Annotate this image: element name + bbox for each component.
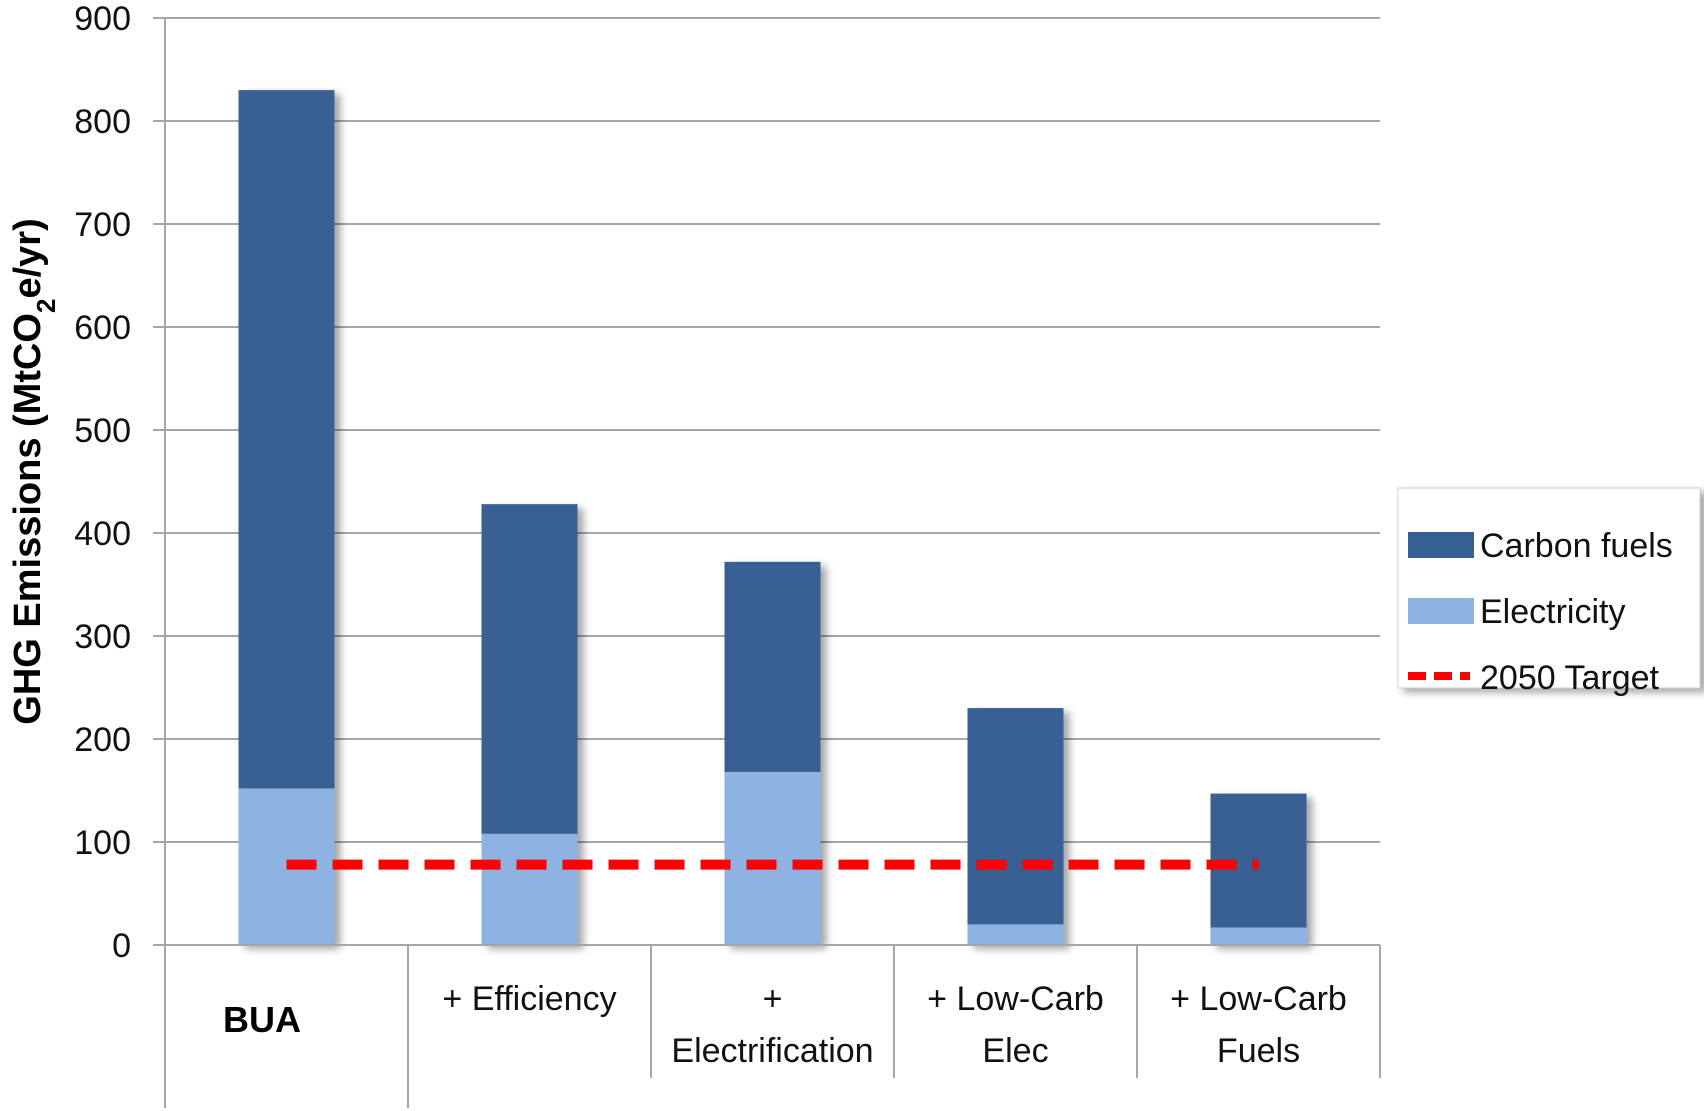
y-axis-title: GHG Emissions (MtCO2e/yr) xyxy=(7,218,61,724)
category-label: + xyxy=(763,980,783,1018)
y-tick-label: 700 xyxy=(74,206,131,244)
bar-electricity xyxy=(481,833,578,945)
y-tick-label: 300 xyxy=(74,618,131,656)
bar-carbon-fuels xyxy=(481,504,578,834)
category-label: + Low-Carb xyxy=(927,980,1104,1018)
category-label: + Low-Carb xyxy=(1170,980,1347,1018)
legend-label: Electricity xyxy=(1480,593,1625,631)
y-tick-label: 100 xyxy=(74,824,131,862)
bar-stack xyxy=(724,561,821,945)
category-label: Elec xyxy=(982,1032,1048,1070)
bar-electricity xyxy=(1210,927,1307,945)
y-tick-label: 0 xyxy=(112,927,131,965)
y-tick-label: 600 xyxy=(74,309,131,347)
bars xyxy=(238,90,1307,945)
legend-box xyxy=(1397,487,1701,689)
y-axis: 0 100 200 300 400 500 600 700 800 900 xyxy=(74,0,166,1108)
x-axis: BUA + Efficiency + Electrification + Low-Car… xyxy=(165,944,1381,1108)
legend-swatch xyxy=(1408,598,1474,624)
bar-stack xyxy=(967,708,1064,945)
bar-stack xyxy=(238,90,335,945)
legend-swatch xyxy=(1408,532,1474,558)
y-tick-label: 800 xyxy=(74,103,131,141)
y-tick-label: 900 xyxy=(74,0,131,38)
category-label: Fuels xyxy=(1217,1032,1300,1070)
category-label: + Efficiency xyxy=(442,980,616,1018)
bar-carbon-fuels xyxy=(967,708,1064,925)
gridlines xyxy=(165,17,1380,946)
legend-label: 2050 Target xyxy=(1480,659,1660,697)
y-tick-label: 400 xyxy=(74,515,131,553)
category-label: BUA xyxy=(223,999,301,1040)
y-tick-label: 500 xyxy=(74,412,131,450)
legend[interactable]: Carbon fuels Electricity 2050 Target xyxy=(1397,487,1701,697)
y-tick-label: 200 xyxy=(74,721,131,759)
bar-electricity xyxy=(724,771,821,945)
bar-stack xyxy=(481,504,578,945)
y-axis-label: GHG Emissions (MtCO2e/yr) xyxy=(7,218,61,724)
legend-label: Carbon fuels xyxy=(1480,527,1673,565)
bar-carbon-fuels xyxy=(724,561,821,772)
category-label: Electrification xyxy=(671,1032,873,1070)
bar-carbon-fuels xyxy=(238,90,335,789)
bar-electricity xyxy=(967,924,1064,945)
